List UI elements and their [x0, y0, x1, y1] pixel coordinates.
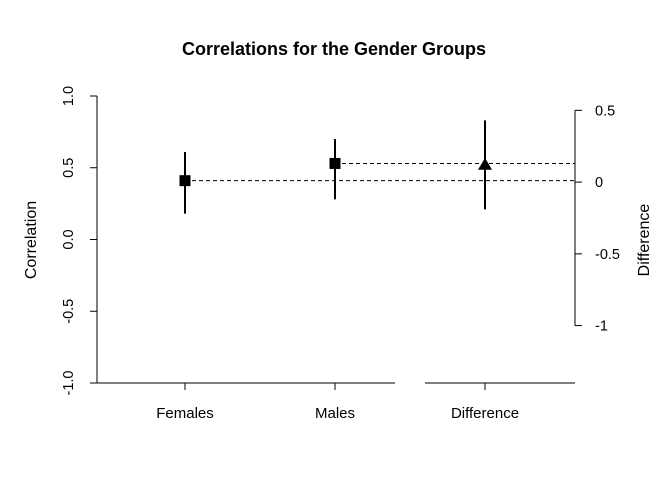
y-tick-label-right: 0: [595, 175, 603, 191]
point-estimate-square: [179, 175, 191, 187]
y-tick-label-left: 0.5: [61, 158, 77, 178]
y-axis-label-left: Correlation: [23, 201, 40, 279]
y-tick-label-right: -0.5: [595, 247, 620, 263]
y-tick-label-left: 0.0: [61, 229, 77, 249]
y-tick-label-left: 1.0: [61, 86, 77, 106]
y-tick-label-left: -0.5: [61, 299, 77, 324]
y-tick-label-right: -1: [595, 319, 608, 335]
point-estimate-square: [329, 157, 341, 169]
x-tick-label: Males: [315, 405, 355, 422]
y-tick-label-left: -1.0: [61, 371, 77, 396]
chart-title: Correlations for the Gender Groups: [182, 39, 486, 59]
x-tick-label: Difference: [451, 405, 519, 422]
y-axis-label-right: Difference: [636, 204, 653, 277]
y-tick-label-right: 0.5: [595, 103, 615, 119]
point-estimate-triangle: [478, 157, 492, 170]
x-tick-label: Females: [156, 405, 214, 422]
